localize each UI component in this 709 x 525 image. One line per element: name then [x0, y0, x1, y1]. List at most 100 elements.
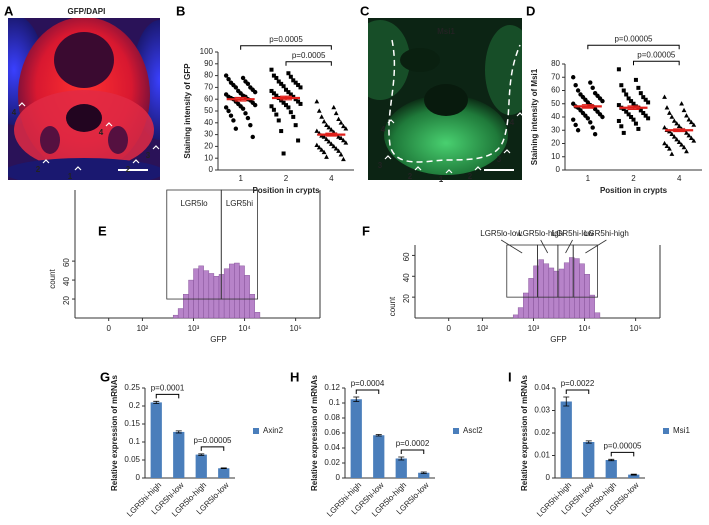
arrowhead	[42, 159, 50, 164]
data-point	[228, 113, 234, 118]
p-value: p=0.00005	[614, 34, 653, 43]
data-point	[679, 142, 685, 147]
data-point	[293, 123, 298, 128]
panel-label: H	[290, 369, 299, 384]
y-tick-label: 30	[551, 125, 560, 134]
data-point	[316, 108, 322, 113]
histogram-bar	[563, 262, 570, 319]
y-tick-label: 60	[551, 86, 560, 95]
p-value: p=0.0002	[396, 439, 430, 448]
y-axis-label: Relative expression of mRNAs	[520, 374, 529, 491]
histogram-bar	[558, 268, 565, 319]
x-tick-label: 4	[329, 174, 334, 183]
bracket	[565, 389, 590, 394]
arrowhead	[132, 159, 140, 164]
gate-label: LGR5hi-low	[552, 229, 594, 238]
histogram-bar	[203, 270, 210, 319]
error-bar	[627, 105, 640, 111]
data-point	[288, 110, 293, 115]
data-point	[240, 75, 246, 81]
y-tick-label: 10	[551, 152, 560, 161]
gate	[572, 244, 598, 298]
data-point	[319, 114, 325, 119]
data-point	[324, 154, 329, 159]
y-tick-label: 80	[551, 59, 560, 68]
data-point	[621, 130, 626, 135]
data-point	[326, 139, 332, 144]
error-bar	[198, 453, 205, 456]
error-bar	[608, 458, 615, 462]
data-point	[298, 101, 303, 106]
data-point	[688, 119, 694, 125]
y-tick-label: 0	[336, 473, 341, 482]
data-point	[293, 80, 298, 85]
image-label: 2	[408, 172, 413, 181]
data-point	[600, 114, 605, 120]
x-tick-label: 10²	[477, 324, 489, 333]
bar	[628, 474, 640, 478]
y-tick-label: 0.25	[124, 383, 140, 392]
y-tick-label: 20	[62, 295, 71, 304]
panel-label: C	[360, 3, 370, 18]
data-point	[284, 103, 288, 108]
data-point	[636, 126, 641, 131]
error-bar	[420, 471, 427, 474]
histogram-bar	[584, 274, 590, 319]
data-point	[271, 73, 276, 78]
error-bar	[585, 440, 592, 444]
data-point	[324, 122, 329, 127]
data-point	[662, 125, 667, 130]
p-value: p=0.0022	[561, 379, 595, 388]
x-tick-label: 1	[586, 174, 591, 183]
image-label: 4	[12, 108, 17, 117]
data-point	[646, 100, 651, 105]
data-point	[336, 116, 341, 122]
data-point	[676, 139, 682, 144]
y-tick-label: 0.04	[534, 383, 550, 392]
histogram-bar	[538, 259, 544, 319]
histogram-bar	[177, 308, 184, 319]
histogram-bar	[223, 268, 230, 319]
data-point	[338, 135, 344, 140]
micrograph-c	[368, 18, 522, 180]
data-point	[616, 103, 621, 108]
data-point	[338, 120, 344, 125]
arrowhead	[384, 155, 392, 160]
data-point	[626, 112, 631, 117]
data-point	[333, 110, 339, 116]
error-bar	[581, 104, 594, 109]
y-axis-label: count	[48, 268, 57, 288]
data-point	[284, 87, 288, 92]
x-tick-label: 10⁴	[238, 324, 251, 333]
data-point	[226, 76, 231, 82]
error-bar	[234, 96, 247, 102]
y-tick-label: 60	[204, 94, 213, 103]
y-axis-label: Relative expression of mRNAs	[310, 374, 319, 491]
data-point	[324, 136, 329, 142]
bracket	[610, 451, 635, 457]
data-point	[676, 123, 682, 129]
y-tick-label: 0.02	[324, 458, 340, 467]
data-point	[245, 81, 251, 87]
data-point	[588, 80, 593, 85]
bracket	[400, 449, 425, 454]
data-point	[633, 77, 638, 82]
arrowhead	[503, 149, 511, 154]
histogram-bar	[229, 263, 235, 319]
data-point	[686, 117, 692, 122]
x-tick-label: 10²	[137, 324, 149, 333]
y-tick-label: 0.04	[324, 443, 340, 452]
data-point	[669, 131, 675, 137]
bar	[373, 435, 385, 478]
data-point	[321, 149, 327, 155]
error-bar	[398, 456, 405, 461]
data-point	[643, 113, 648, 118]
data-point	[626, 96, 631, 101]
data-point	[621, 107, 626, 112]
x-tick-label: 10⁴	[578, 324, 591, 333]
gate-label: LGR5lo	[180, 199, 208, 208]
p-value: p=0.0004	[351, 379, 385, 388]
data-point	[684, 113, 689, 118]
arrowhead	[74, 166, 82, 171]
